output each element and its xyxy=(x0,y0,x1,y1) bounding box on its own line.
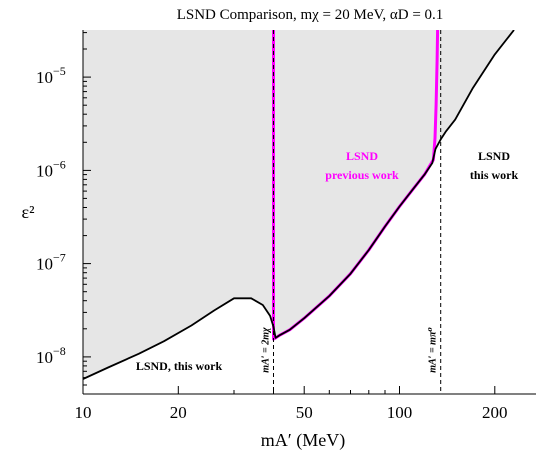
y-tick-label: 10−6 xyxy=(36,157,66,180)
annotation-right-this-work-line1: LSND xyxy=(478,149,510,163)
annotation-this-work-bottom: LSND, this work xyxy=(136,359,223,373)
x-tick-label: 10 xyxy=(75,403,92,422)
y-axis-label: ε² xyxy=(22,202,35,222)
plot-area xyxy=(83,30,515,394)
annotation-right-this-work-line2: this work xyxy=(470,168,519,182)
chart-title: LSND Comparison, mχ = 20 MeV, αD = 0.1 xyxy=(177,7,444,23)
x-tick-label: 50 xyxy=(296,403,313,422)
annotation-previous-work-line1: LSND xyxy=(346,149,378,163)
reference-label-2m-chi: mA′ = 2mχ xyxy=(261,327,272,373)
plot-frame xyxy=(82,30,536,395)
excluded-region xyxy=(83,30,514,379)
x-axis-ticks: 10 20 50 100 200 xyxy=(75,386,508,422)
x-axis-label: mA′ (MeV) xyxy=(261,430,345,451)
y-tick-label: 10−8 xyxy=(36,344,66,367)
reference-label-m-pi0: mA′ = mπ⁰ xyxy=(428,327,439,373)
y-tick-label: 10−7 xyxy=(36,251,66,274)
annotation-previous-work-line2: previous work xyxy=(325,168,399,182)
this-work-curve xyxy=(83,30,515,380)
y-axis-ticks: 10−8 10−7 10−6 10−5 xyxy=(36,32,91,395)
x-tick-label: 20 xyxy=(170,403,187,422)
y-tick-label: 10−5 xyxy=(36,64,66,87)
x-tick-label: 100 xyxy=(387,403,413,422)
x-tick-label: 200 xyxy=(482,403,508,422)
